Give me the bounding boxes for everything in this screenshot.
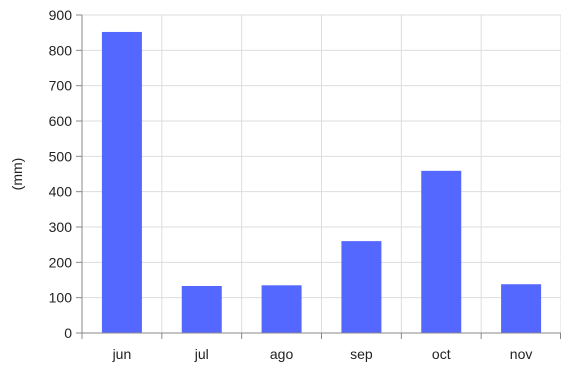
y-tick-label: 600 xyxy=(49,113,73,129)
bars xyxy=(101,31,542,334)
x-tick-label: jun xyxy=(112,346,132,362)
y-tick-label: 100 xyxy=(49,290,73,306)
y-tick-label: 900 xyxy=(49,7,73,23)
bar-jul xyxy=(181,286,222,333)
x-tick-label: sep xyxy=(350,346,373,362)
y-tick-label: 300 xyxy=(49,219,73,235)
y-tick-label: 0 xyxy=(64,325,72,341)
y-tick-label: 500 xyxy=(49,148,73,164)
bar-jun xyxy=(101,31,142,334)
x-tick-label: ago xyxy=(270,346,294,362)
x-tick-label: nov xyxy=(510,346,533,362)
x-tick-label: jul xyxy=(194,346,209,362)
x-tick-label: oct xyxy=(432,346,451,362)
y-axis-title: (mm) xyxy=(9,158,25,191)
gridlines xyxy=(82,14,561,333)
y-axis-ticks: 0 100 200 300 400 500 600 700 800 900 xyxy=(49,7,82,341)
bar-ago xyxy=(261,285,302,333)
y-tick-label: 400 xyxy=(49,184,73,200)
bar-oct xyxy=(421,170,462,333)
y-tick-label: 700 xyxy=(49,78,73,94)
y-tick-label: 800 xyxy=(49,42,73,58)
x-axis-ticks: jun jul ago sep oct nov xyxy=(81,333,561,362)
y-tick-label: 200 xyxy=(49,254,73,270)
bar-sep xyxy=(341,241,382,333)
bar-nov xyxy=(501,284,542,333)
